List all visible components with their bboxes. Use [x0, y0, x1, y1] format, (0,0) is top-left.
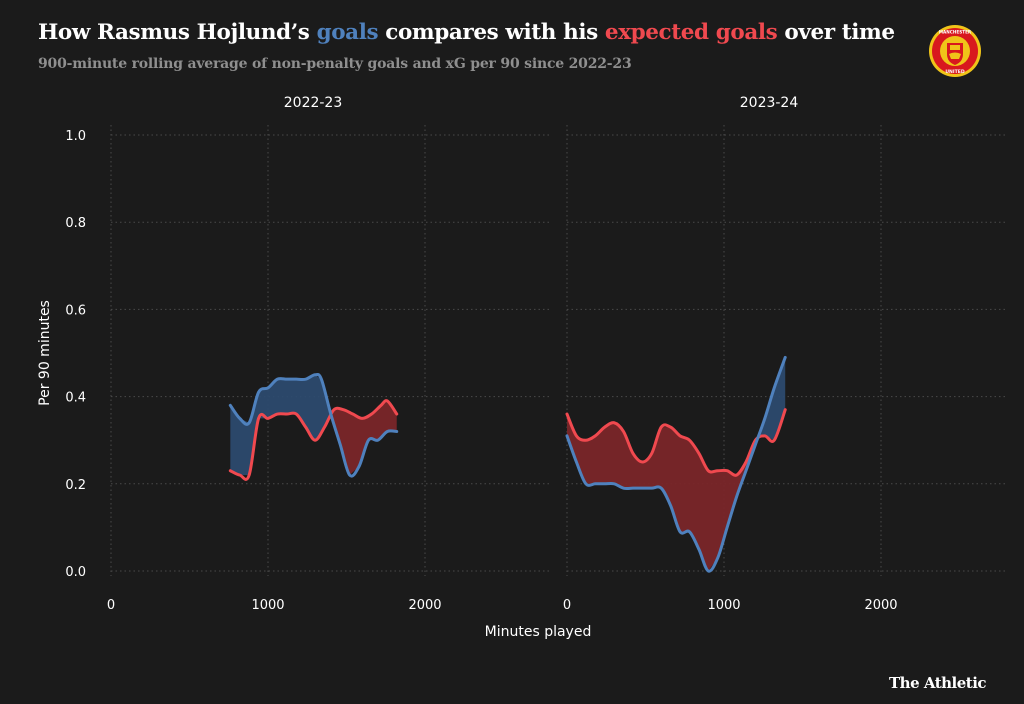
- the-athletic-logo: The Athletic: [889, 674, 987, 692]
- xg-above-goals-area: [331, 401, 397, 475]
- x-tick-label: 2000: [864, 598, 897, 613]
- chart-title: How Rasmus Hojlund’s goals compares with…: [38, 20, 895, 45]
- panel-title: 2022-23: [284, 95, 343, 111]
- xg-line: [228, 399, 399, 481]
- y-tick-label: 0.2: [65, 478, 86, 493]
- badge-bottom-text: UNITED: [945, 69, 965, 75]
- y-axis-label: Per 90 minutes: [37, 300, 53, 406]
- title-part-3: expected goals: [604, 20, 778, 45]
- title-part-4: over time: [777, 20, 895, 45]
- x-axis-label: Minutes played: [485, 624, 592, 640]
- x-tick-label: 0: [563, 598, 571, 613]
- y-tick-label: 0.6: [65, 303, 86, 318]
- xg-line: [565, 408, 787, 477]
- goals-line: [228, 372, 399, 478]
- title-part-2: compares with his: [378, 20, 605, 45]
- badge-top-text: MANCHESTER: [939, 30, 972, 35]
- manchester-united-crest-icon: MANCHESTER UNITED: [929, 25, 981, 77]
- goals-above-xg-area: [230, 375, 332, 476]
- x-tick-label: 2000: [408, 598, 441, 613]
- y-tick-label: 0.8: [65, 216, 86, 231]
- goals-line: [565, 355, 787, 573]
- x-tick-label: 0: [107, 598, 115, 613]
- x-tick-label: 1000: [707, 598, 740, 613]
- panel-title: 2023-24: [740, 95, 799, 111]
- y-tick-label: 1.0: [65, 129, 86, 144]
- y-tick-label: 0.4: [65, 391, 86, 406]
- chart-subtitle: 900-minute rolling average of non-penalt…: [38, 56, 632, 72]
- x-tick-label: 1000: [251, 598, 284, 613]
- title-part-1: goals: [316, 20, 379, 45]
- y-tick-label: 0.0: [65, 565, 86, 580]
- title-part-0: How Rasmus Hojlund’s: [38, 20, 317, 45]
- xg-above-goals-area: [567, 414, 758, 571]
